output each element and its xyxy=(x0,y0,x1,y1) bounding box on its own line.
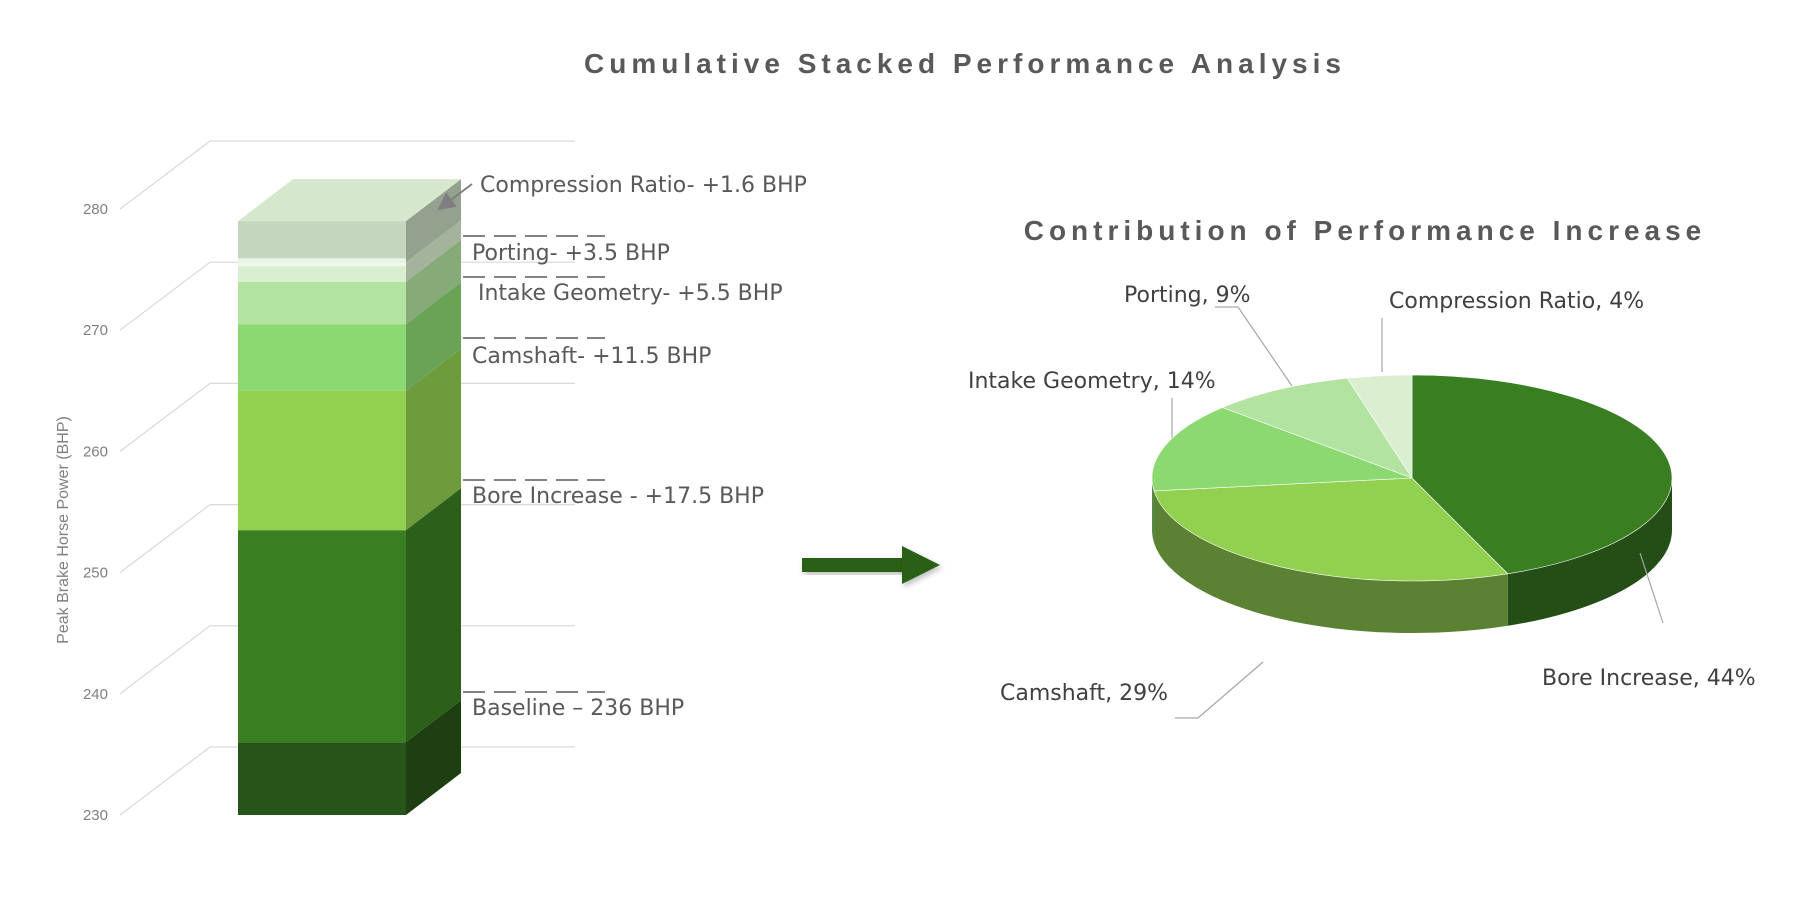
pie-slice xyxy=(1346,374,1413,480)
gridline-depth xyxy=(119,140,211,210)
y-tick-label: 260 xyxy=(83,443,108,460)
flow-arrow-shaft xyxy=(802,558,906,572)
pie-leader-line xyxy=(1175,661,1264,719)
y-tick-label: 250 xyxy=(83,565,108,582)
pie-slice-side xyxy=(1152,478,1155,543)
bar-annotation: Porting- +3.5 BHP xyxy=(472,241,670,266)
bar-segment-side xyxy=(406,282,461,391)
bar-segment xyxy=(238,262,406,282)
bar-segment xyxy=(238,742,406,815)
pie-slice-label: Compression Ratio, 4% xyxy=(1389,289,1644,314)
gridline-depth xyxy=(119,504,211,574)
bar-top-face xyxy=(238,179,461,222)
y-tick-label: 270 xyxy=(83,322,108,339)
pie-leader-line xyxy=(1215,306,1293,387)
bar-segment xyxy=(238,221,406,263)
bar-segment xyxy=(238,390,406,531)
pie-slice xyxy=(1411,374,1673,575)
bar-segment-side xyxy=(406,348,461,531)
gridline-depth xyxy=(119,625,211,695)
bar-annotation: Compression Ratio- +1.6 BHP xyxy=(480,173,807,198)
bar-segment xyxy=(238,530,406,743)
gridline-depth xyxy=(119,261,211,331)
annotation-arrow xyxy=(437,183,473,211)
flow-arrow xyxy=(802,546,940,584)
chart-title: Cumulative Stacked Performance Analysis xyxy=(584,48,1346,79)
flow-arrow-head xyxy=(902,546,940,584)
pie-slice-label: Intake Geometry, 14% xyxy=(968,369,1216,394)
stacked-bar-chart: 230 240 250 260 270 280 Peak Brake Horse Power… xyxy=(55,140,807,824)
bar-segment-side xyxy=(406,700,461,815)
bar-highlight xyxy=(238,258,406,267)
bar-annotation: Camshaft- +11.5 BHP xyxy=(472,344,711,369)
bar-segment-side xyxy=(406,239,461,325)
pie-chart: Bore Increase, 44% Camshaft, 29% Intake Ge… xyxy=(968,283,1756,719)
pie-chart-title: Contribution of Performance Increase xyxy=(1023,215,1707,246)
y-tick-label: 280 xyxy=(83,201,108,218)
pie-slice xyxy=(1221,377,1413,479)
pie-leader-line xyxy=(1639,552,1664,624)
pie-slice-label: Porting, 9% xyxy=(1124,283,1251,308)
pie-slice xyxy=(1151,407,1413,492)
gridline-depth xyxy=(119,746,211,816)
pie-slice xyxy=(1153,477,1509,582)
y-tick-label: 230 xyxy=(83,807,108,824)
bar-annotation: Baseline – 236 BHP xyxy=(472,696,684,721)
y-axis-label: Peak Brake Horse Power (BHP) xyxy=(55,416,72,644)
bar-segment-side xyxy=(406,488,461,743)
pie-slice-side xyxy=(1507,478,1672,626)
pie-slice-label: Bore Increase, 44% xyxy=(1542,666,1756,691)
pie-slice-side xyxy=(1154,490,1508,633)
y-tick-label: 240 xyxy=(83,686,108,703)
bar-annotation: Bore Increase - +17.5 BHP xyxy=(472,484,764,509)
bar-annotation: Intake Geometry- +5.5 BHP xyxy=(478,281,783,306)
bar-segment xyxy=(238,281,406,325)
pie-slice-label: Camshaft, 29% xyxy=(1000,681,1168,706)
gridline-depth xyxy=(119,382,211,452)
bar-segment xyxy=(238,324,406,391)
bar-segment-side xyxy=(406,220,461,282)
